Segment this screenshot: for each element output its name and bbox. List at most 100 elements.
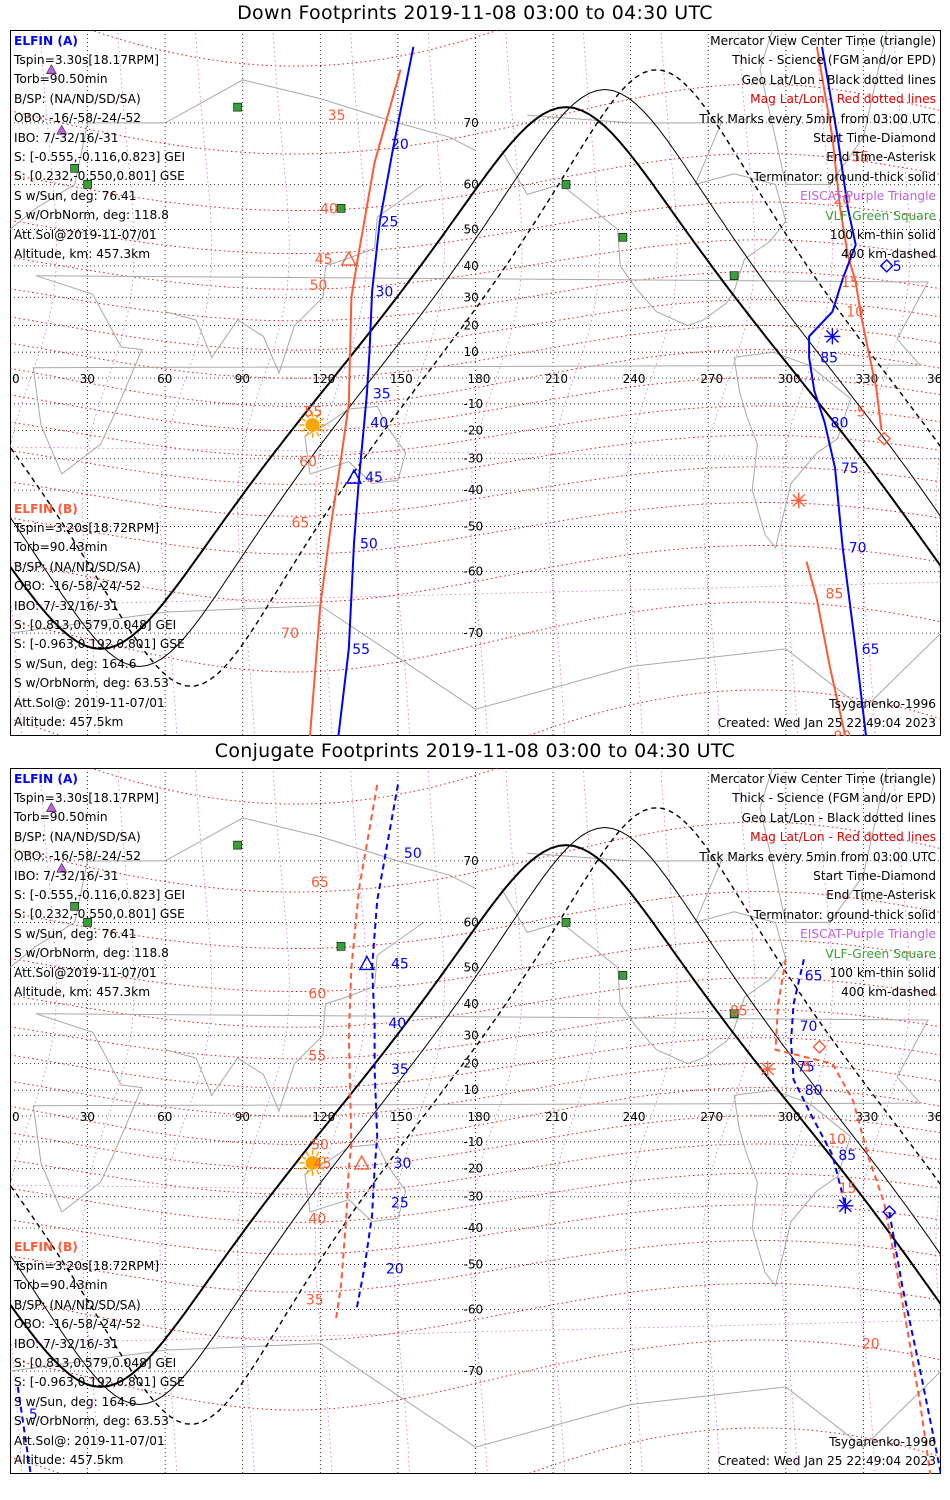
elfin-b-info: Tspin=3.20s[18.72RPM] Torb=90.43min B/SP: …: [14, 1257, 185, 1470]
lon-tick-label: 150: [390, 372, 413, 386]
elfin-b-info-line: OBO: -16/-58/-24/-52: [14, 1317, 142, 1332]
vlf-square: [83, 918, 92, 927]
elfin-a-tick-label: 80: [805, 1083, 823, 1099]
lon-tick-label: 60: [157, 372, 172, 386]
lat-tick-label: 70: [464, 116, 479, 130]
elfin-b-name: ELFIN (B): [14, 1238, 78, 1257]
mag-lat-line: [10, 466, 941, 517]
elfin-a-info-line: Torb=90.50min: [14, 810, 108, 825]
lon-tick-label: 0: [12, 1110, 20, 1124]
mag-grid: [10, 30, 941, 736]
legend-entry: Mercator View Center Time (triangle): [710, 772, 936, 786]
elfin-b-tick-label: 20: [862, 1337, 880, 1353]
elfin-a-track: [337, 46, 415, 736]
legend: Mercator View Center Time (triangle) Thic…: [699, 32, 936, 265]
terminator: [10, 807, 941, 1425]
vlf-square: [336, 942, 346, 951]
lat-tick-label: -70: [464, 626, 484, 640]
vlf-square: [729, 1009, 739, 1018]
elfin-b-info-line: Tspin=3.20s[18.72RPM]: [14, 1259, 160, 1273]
lat-tick-label: 20: [464, 319, 479, 333]
legend-entry: 100 km-thin solid: [829, 965, 936, 980]
lat-tick-label: -30: [464, 452, 484, 466]
elfin-a-tick-label: 85: [820, 350, 838, 366]
lon-tick-label: 330: [855, 1110, 878, 1124]
map-plot: 0306090120150180210240270300330360706050…: [10, 30, 941, 736]
elfin-b-label: ELFIN (B): [14, 502, 78, 516]
vlf-square: [618, 232, 628, 242]
elfin-a-tick-label: 5: [29, 1407, 38, 1423]
eiscat-triangle: [56, 862, 68, 873]
legend-entry: EISCAT-Purple Triangle: [800, 189, 936, 204]
terminator-ground: [10, 844, 941, 1388]
lon-tick-label: 60: [157, 1110, 172, 1124]
elfin-b-track: [309, 69, 402, 736]
legend-entry: Terminator: ground-thick solid: [753, 907, 936, 922]
elfin-a-tick-label: 75: [841, 461, 859, 477]
tick-labels: 0306090120150180210240270300330360706050…: [12, 116, 941, 640]
mag-lat-line: [10, 405, 941, 457]
lon-tick-label: 240: [623, 372, 646, 386]
lon-tick-label: 120: [312, 1110, 335, 1124]
legend-entry: Start Time-Diamond: [813, 868, 936, 883]
sun-icon: [299, 1149, 326, 1176]
mag-lat-line: [10, 689, 941, 736]
mag-lat-line: [10, 601, 941, 673]
mag-lat-line: [10, 271, 941, 322]
mag-lat-line: [10, 1283, 941, 1341]
lon-tick-label: 90: [235, 372, 250, 386]
elfin-b-info-line: S w/OrbNorm, deg: 63.53: [14, 676, 169, 691]
coastline: [32, 275, 929, 475]
vlf-square: [233, 102, 242, 112]
terminator-ground: [10, 106, 941, 650]
mag-lat-line: [10, 891, 941, 949]
elfin-a-info-line: Tspin=3.30s[18.17RPM]: [14, 791, 160, 805]
elfin-a-tick-label: 65: [805, 968, 823, 984]
vlf-square: [561, 918, 571, 927]
elfin-b-tick-label: 40: [308, 1211, 326, 1227]
lon-tick-label: 210: [545, 1110, 568, 1124]
vlf-square: [618, 970, 628, 980]
elfin-a-track-right: [789, 959, 847, 1207]
lat-tick-label: -20: [464, 1161, 484, 1175]
panel-title: Down Footprints 2019-11-08 03:00 to 04:3…: [237, 2, 713, 24]
terminator-100km: [10, 88, 941, 668]
legend-entry: Mag Lat/Lon - Red dotted lines: [750, 92, 936, 107]
elfin-b-tick-label: 45: [315, 252, 333, 268]
coastline: [759, 768, 888, 923]
lon-tick-label: 0: [12, 372, 20, 386]
terminator-400km: [10, 69, 941, 687]
lat-tick-label: 30: [464, 290, 479, 304]
legend-entry: Mag Lat/Lon - Red dotted lines: [750, 830, 936, 845]
elfin-a-tick-label: 55: [352, 642, 370, 658]
elfin-b-tick-label: 85: [730, 1003, 748, 1019]
elfin-b-info-line: Att.Sol@: 2019-11-07/01: [14, 1433, 165, 1448]
coastline: [500, 852, 787, 1065]
center-triangle: [358, 954, 376, 971]
coastlines: [10, 30, 941, 710]
mag-lat-line: [10, 377, 941, 432]
lat-tick-label: 20: [464, 1057, 479, 1071]
terminator-100km: [10, 826, 941, 1406]
sun-icon: [299, 411, 326, 438]
elfin-a-tick-label: 85: [838, 1148, 856, 1164]
elfin-a-info-line: Tspin=3.30s[18.17RPM]: [14, 53, 160, 67]
elfin-a-info-line: S w/OrbNorm, deg: 118.8: [14, 946, 169, 961]
start-diamond: [879, 258, 894, 273]
legend-entry: Geo Lat/Lon - Black dotted lines: [741, 72, 936, 87]
elfin-b-label: ELFIN (B): [14, 1240, 78, 1254]
elfin-a-tick-label: 70: [849, 541, 867, 557]
lat-tick-label: -10: [464, 397, 484, 411]
eiscat-triangle: [45, 64, 57, 74]
legend-entry: VLF-Green Square: [825, 208, 936, 223]
legend-entry: Thick - Science (FGM and/or EPD): [732, 53, 936, 68]
coastlines: [10, 768, 941, 1448]
elfin-a-info-line: S: [0.232,-0.550,0.801] GSE: [14, 169, 185, 184]
coastline: [304, 1143, 407, 1223]
elfin-a-tick-label: 45: [365, 470, 383, 486]
start-diamond: [877, 431, 892, 446]
elfin-a-tick-label: 40: [388, 1016, 406, 1032]
elfin-b-tick-label: 20: [833, 192, 851, 208]
lat-tick-label: -50: [464, 520, 484, 534]
terminator: [10, 69, 941, 687]
